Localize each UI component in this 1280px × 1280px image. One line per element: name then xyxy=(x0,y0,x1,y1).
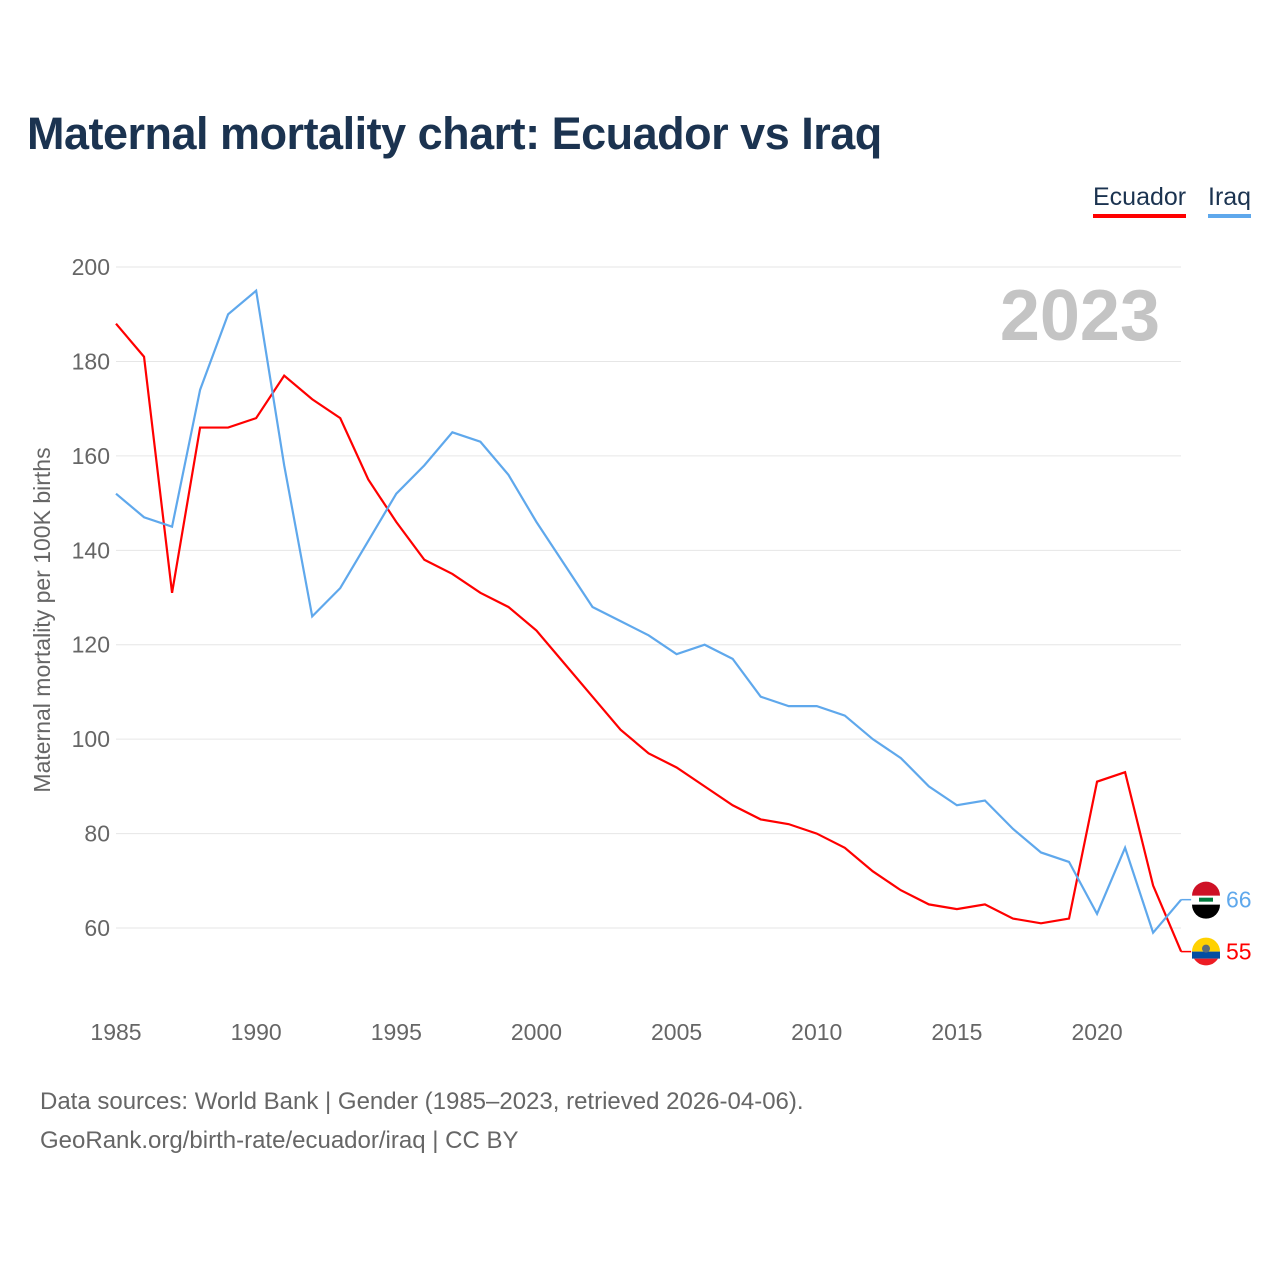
source-text: Data sources: World Bank | Gender (1985–… xyxy=(40,1088,804,1115)
end-value-label: 55 xyxy=(1226,939,1252,965)
attribution-text[interactable]: GeoRank.org/birth-rate/ecuador/iraq | CC… xyxy=(40,1127,519,1154)
year-watermark: 2023 xyxy=(1000,276,1160,356)
x-tick-label: 2000 xyxy=(511,1019,562,1045)
series-line-ecuador xyxy=(115,323,1183,953)
legend-iraq[interactable]: Iraq xyxy=(1208,183,1252,218)
y-tick-label: 160 xyxy=(72,443,110,469)
legend-ecuador[interactable]: Ecuador xyxy=(1093,183,1187,218)
y-tick-label: 60 xyxy=(84,915,110,941)
x-tick-label: 1995 xyxy=(371,1019,422,1045)
x-tick-label: 2010 xyxy=(791,1019,842,1045)
end-value-label: 66 xyxy=(1226,887,1252,913)
x-tick-label: 2015 xyxy=(931,1019,982,1045)
iraq-flag-icon xyxy=(1192,881,1220,919)
x-tick-label: 2020 xyxy=(1071,1019,1122,1045)
y-tick-label: 80 xyxy=(84,821,110,847)
x-tick-label: 1985 xyxy=(90,1019,141,1045)
x-tick-label: 1990 xyxy=(231,1019,282,1045)
x-tick-label: 2005 xyxy=(651,1019,702,1045)
ecuador-flag-icon xyxy=(1192,937,1220,966)
chart-title: Maternal mortality chart: Ecuador vs Ira… xyxy=(27,108,882,159)
y-tick-label: 120 xyxy=(72,632,110,658)
y-axis-label: Maternal mortality per 100K births xyxy=(29,447,55,792)
y-tick-label: 200 xyxy=(72,254,110,280)
y-tick-label: 140 xyxy=(72,537,110,563)
series-line-iraq xyxy=(115,288,1182,935)
y-tick-label: 180 xyxy=(72,348,110,374)
y-tick-label: 100 xyxy=(72,726,110,752)
